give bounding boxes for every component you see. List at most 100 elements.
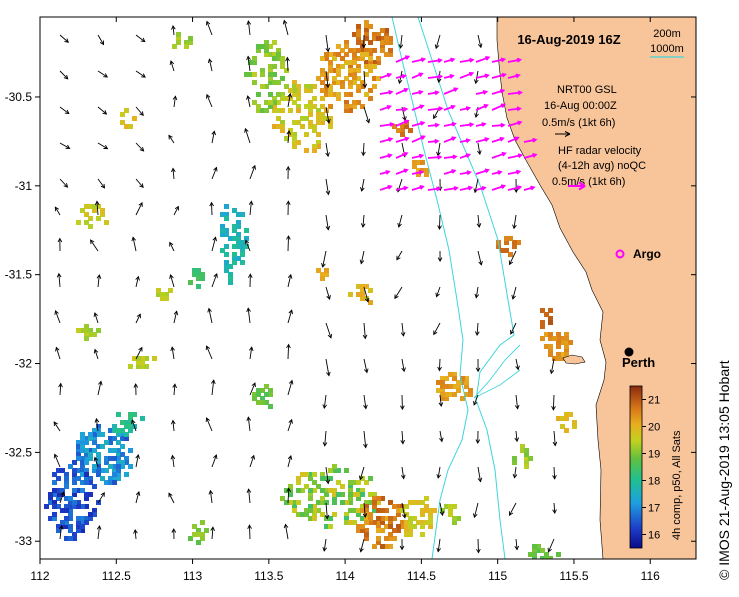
sst-pixel [52, 512, 57, 517]
sst-pixel [260, 84, 265, 89]
sst-pixel [268, 100, 273, 105]
sst-pixel [368, 512, 373, 517]
lon-tick-label: 114.5 [407, 569, 436, 583]
sst-pixel [64, 508, 69, 513]
sst-pixel [304, 132, 309, 137]
lon-tick-label: 113.5 [254, 569, 283, 583]
sst-pixel [564, 416, 569, 421]
sst-pixel [308, 508, 313, 513]
sst-pixel [188, 36, 193, 41]
map-title: 16-Aug-2019 16Z [517, 32, 620, 47]
colorbar-tick-label: 18 [648, 476, 660, 488]
sst-pixel [364, 520, 369, 525]
sst-pixel [256, 44, 261, 49]
sst-pixel [244, 236, 249, 241]
sst-pixel [120, 112, 125, 117]
sst-pixel [312, 472, 317, 477]
sst-pixel [252, 396, 257, 401]
sst-pixel [320, 276, 325, 281]
sst-pixel [196, 276, 201, 281]
contour-legend-1000m: 1000m [650, 43, 684, 55]
lat-tick-label: -31 [15, 179, 33, 193]
sst-pixel [376, 56, 381, 61]
sst-pixel [68, 536, 73, 541]
sst-pixel [84, 204, 89, 209]
sst-pixel [200, 520, 205, 525]
sst-pixel [368, 40, 373, 45]
sst-pixel [296, 488, 301, 493]
sst-pixel [152, 356, 157, 361]
sst-pixel [72, 488, 77, 493]
sst-pixel [360, 492, 365, 497]
sst-pixel [564, 344, 569, 349]
sst-pixel [64, 484, 69, 489]
sst-pixel [312, 480, 317, 485]
sst-pixel [272, 80, 277, 85]
sst-pixel [68, 528, 73, 533]
sst-pixel [440, 508, 445, 513]
sst-pixel [540, 320, 545, 325]
contour-legend-200m: 200m [653, 28, 681, 40]
sst-pixel [344, 104, 349, 109]
sst-pixel [332, 76, 337, 81]
sst-pixel [260, 72, 265, 77]
sst-pixel [88, 224, 93, 229]
sst-pixel [236, 240, 241, 245]
sst-pixel [88, 512, 93, 517]
sst-pixel [84, 336, 89, 341]
sst-pixel [232, 208, 237, 213]
sst-pixel [344, 92, 349, 97]
sst-pixel [140, 416, 145, 421]
sst-pixel [532, 544, 537, 549]
sst-pixel [532, 552, 537, 557]
sst-pixel [268, 404, 273, 409]
sst-pixel [112, 480, 117, 485]
sst-pixel [572, 420, 577, 425]
sst-pixel [56, 528, 61, 533]
colorbar-tick-label: 20 [648, 422, 660, 434]
sst-pixel [176, 40, 181, 45]
lat-tick-label: -33 [15, 534, 33, 548]
sst-pixel [540, 548, 545, 553]
sst-pixel [380, 28, 385, 33]
sst-pixel [356, 40, 361, 45]
sst-pixel [68, 464, 73, 469]
sst-pixel [328, 476, 333, 481]
sst-pixel [292, 144, 297, 149]
sst-pixel [228, 276, 233, 281]
sst-pixel [76, 516, 81, 521]
lat-tick-label: -32 [15, 357, 33, 371]
sst-pixel [92, 204, 97, 209]
sst-pixel [380, 544, 385, 549]
sst-pixel [296, 108, 301, 113]
sst-pixel [336, 92, 341, 97]
sst-pixel [280, 64, 285, 69]
sst-pixel [308, 112, 313, 117]
lon-tick-label: 115.5 [559, 569, 588, 583]
sst-pixel [416, 520, 421, 525]
sst-pixel [276, 92, 281, 97]
sst-pixel [128, 364, 133, 369]
sst-pixel [88, 432, 93, 437]
sst-pixel [368, 476, 373, 481]
gsl-legend-line2: 16-Aug 00:00Z [544, 100, 617, 112]
lon-tick-label: 113 [183, 569, 202, 583]
sst-pixel [312, 96, 317, 101]
lon-tick-label: 116 [641, 569, 660, 583]
sst-pixel [564, 428, 569, 433]
sst-pixel [84, 212, 89, 217]
sst-pixel [524, 448, 529, 453]
sst-pixel [80, 432, 85, 437]
sst-pixel [440, 392, 445, 397]
sst-pixel [264, 108, 269, 113]
perth-label: Perth [622, 355, 655, 370]
sst-pixel [356, 292, 361, 297]
sst-pixel [276, 52, 281, 57]
sst-pixel [556, 552, 561, 557]
colorbar-tick-label: 19 [648, 449, 660, 461]
sst-pixel [256, 92, 261, 97]
sst-pixel [444, 384, 449, 389]
sst-pixel [128, 464, 133, 469]
sst-pixel [424, 172, 429, 177]
